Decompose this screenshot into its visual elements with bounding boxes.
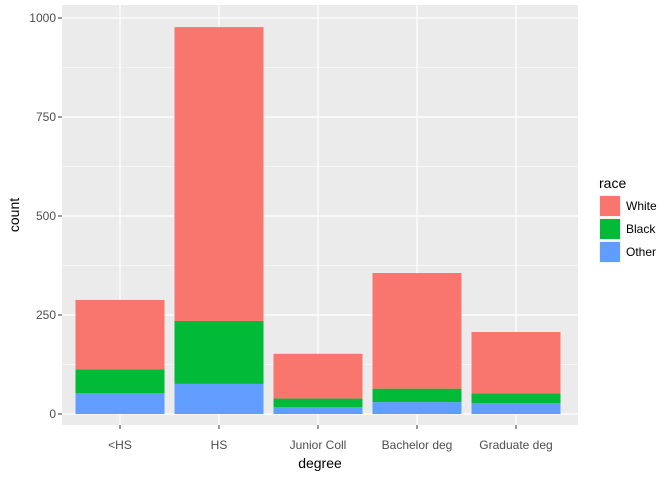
y-tick-label: 1000 xyxy=(29,11,56,25)
bar-other-4 xyxy=(372,402,462,414)
legend-key-black xyxy=(600,219,620,239)
bar-white-3 xyxy=(273,353,363,399)
legend-label-other: Other xyxy=(626,245,656,259)
x-tick-label: HS xyxy=(211,438,228,452)
legend-title: race xyxy=(599,175,626,191)
bar-black-4 xyxy=(372,388,462,403)
x-axis: <HS HS Junior Coll Bachelor deg Graduate deg xyxy=(108,425,553,452)
x-tick-label: Graduate deg xyxy=(479,438,552,452)
legend-label-white: White xyxy=(626,199,657,213)
bar-black-5 xyxy=(471,393,561,404)
y-axis: 0 250 500 750 1000 xyxy=(29,11,62,421)
y-tick-label: 750 xyxy=(36,110,56,124)
bar-other-2 xyxy=(174,383,264,414)
legend-key-white xyxy=(600,196,620,216)
y-tick-label: 250 xyxy=(36,308,56,322)
y-tick-label: 0 xyxy=(49,407,56,421)
legend-key-other xyxy=(600,242,620,262)
bar-white-5 xyxy=(471,332,561,394)
bar-black-2 xyxy=(174,320,264,384)
bar-white-4 xyxy=(372,273,462,389)
bar-black-3 xyxy=(273,398,363,408)
bar-other-1 xyxy=(75,393,165,414)
y-tick-label: 500 xyxy=(36,209,56,223)
bar-black-1 xyxy=(75,369,165,394)
x-tick-label: Bachelor deg xyxy=(382,438,453,452)
bar-other-3 xyxy=(273,407,363,414)
x-tick-label: Junior Coll xyxy=(290,438,347,452)
x-tick-label: <HS xyxy=(108,438,132,452)
y-axis-title: count xyxy=(6,198,22,232)
x-axis-title: degree xyxy=(298,455,342,471)
bar-white-1 xyxy=(75,299,165,370)
bar-other-5 xyxy=(471,403,561,414)
legend: race White Black Other xyxy=(599,175,657,263)
bars xyxy=(75,27,561,414)
legend-label-black: Black xyxy=(626,222,656,236)
bar-white-2 xyxy=(174,27,264,321)
